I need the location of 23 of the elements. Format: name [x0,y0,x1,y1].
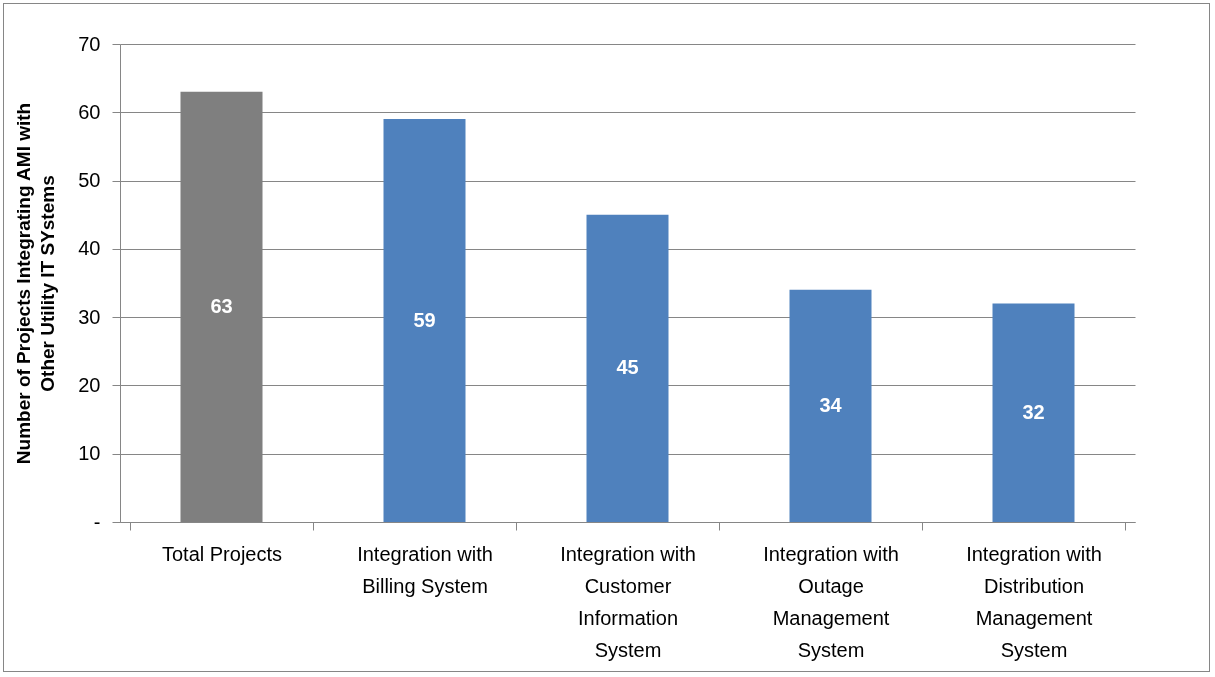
y-tick-label: 20 [78,373,101,396]
bar [586,214,669,522]
y-tick-label: 70 [78,32,101,55]
y-tick-label: 30 [78,305,101,328]
y-tick-label: 40 [78,237,101,260]
x-tick-label: Total Projects [161,542,283,565]
y-tick-label: 60 [78,100,101,123]
x-tick-label: Integration with Customer Information System [560,542,696,661]
data-label: 34 [819,393,843,416]
data-label: 59 [413,308,436,331]
data-label: 32 [1022,400,1045,423]
bar [383,119,466,522]
x-tick-label: Integration with Outage Management System [763,542,899,661]
y-tick-label: - [93,510,101,533]
data-label: 45 [616,356,639,379]
y-axis-title: Number of Projects Integrating AMI with Other Utility IT SYstems [13,102,59,465]
x-tick-label: Integration with Distribution Management System [966,542,1102,661]
bar [789,289,872,522]
x-tick-label: Integration with Billing System [357,542,493,597]
y-tick-label: 10 [78,442,101,465]
y-tick-label: 50 [78,169,101,192]
data-label: 63 [210,294,233,317]
bar [992,303,1075,522]
